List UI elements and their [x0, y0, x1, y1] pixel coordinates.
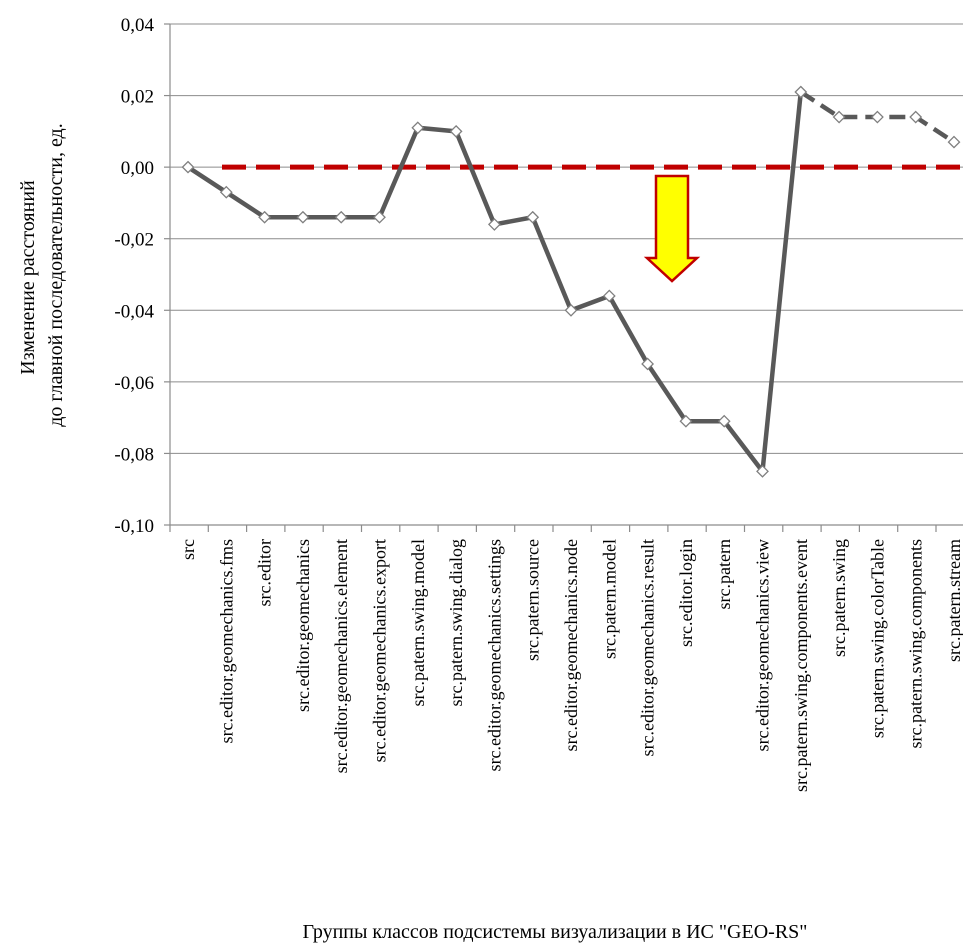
data-point [334, 210, 348, 224]
x-category-label: src.editor.geomechanics.settings [484, 539, 504, 771]
x-category-labels: src src.editor.geomechanics.fms src.editor… [178, 539, 963, 792]
x-category-label: src.patern.source [523, 539, 543, 661]
y-tick-label: -0,10 [114, 516, 154, 537]
y-tick-label: -0,04 [114, 301, 154, 322]
x-category-label: src.patern.swing.dialog [446, 539, 466, 706]
data-point [641, 357, 655, 371]
y-tick-label: -0,02 [114, 230, 154, 251]
x-category-label: src.editor.geomechanics.node [561, 539, 581, 751]
x-category-label: src.patern [714, 539, 734, 609]
y-tick-label: -0,06 [114, 373, 154, 394]
x-category-label: src.patern.swing.colorTable [867, 539, 887, 738]
data-point [296, 210, 310, 224]
x-category-label: src.editor.geomechanics.result [638, 539, 658, 756]
y-tick-label: 0,00 [121, 158, 154, 179]
y-axis-title-line-2: до главной последовательности, ед. [45, 123, 67, 427]
data-point [717, 414, 731, 428]
y-axis-title: Изменение расстояний до главной последов… [17, 123, 67, 427]
x-category-label: src.editor.geomechanics.view [753, 539, 773, 751]
x-category-label: src.patern.swing.model [408, 539, 428, 706]
data-point [679, 414, 693, 428]
x-category-label: src.editor.login [676, 539, 696, 647]
series-line-solid [186, 91, 804, 474]
data-point [832, 110, 846, 124]
data-point [219, 185, 233, 199]
data-point [794, 85, 808, 99]
data-point [411, 121, 425, 135]
x-category-label: src.editor.geomechanics.export [370, 539, 390, 762]
grid-lines [170, 23, 963, 454]
data-point [564, 303, 578, 317]
annotation-layer [643, 174, 701, 283]
data-point [258, 210, 272, 224]
y-tick-label: 0,02 [121, 87, 154, 108]
x-category-label: src.patern.stream [944, 539, 963, 662]
data-point [909, 110, 923, 124]
x-category-label: src.patern.swing.components.event [791, 539, 811, 792]
data-point [602, 289, 616, 303]
y-axis-title-line-1: Изменение расстояний [17, 180, 39, 375]
data-point [373, 210, 386, 224]
axes [164, 23, 963, 532]
series-layer [181, 85, 961, 478]
data-point [947, 135, 961, 149]
data-point [870, 110, 884, 124]
x-category-label: src.editor.geomechanics.element [331, 539, 351, 773]
data-point [526, 210, 540, 224]
x-category-label: src.patern.swing.components [906, 539, 926, 748]
data-point [756, 464, 769, 478]
x-category-label: src.patern.swing [829, 539, 849, 657]
data-point [487, 217, 501, 231]
data-point [181, 160, 195, 174]
y-tick-labels: 0,04 0,02 0,00 -0,02 -0,04 -0,06 -0,08 -0,10 [114, 15, 154, 537]
x-category-label: src.patern.model [599, 539, 619, 659]
x-category-label: src [178, 539, 198, 560]
y-tick-label: -0,08 [114, 444, 154, 465]
data-point [449, 124, 463, 138]
x-category-label: src.editor.geomechanics.fms [216, 539, 236, 743]
x-category-label: src.editor.geomechanics [293, 539, 313, 712]
down-arrow-icon [643, 174, 701, 283]
x-category-label: src.editor [255, 539, 275, 606]
y-tick-label: 0,04 [121, 15, 155, 36]
x-axis-title: Группы классов подсистемы визуализации в… [303, 921, 808, 943]
